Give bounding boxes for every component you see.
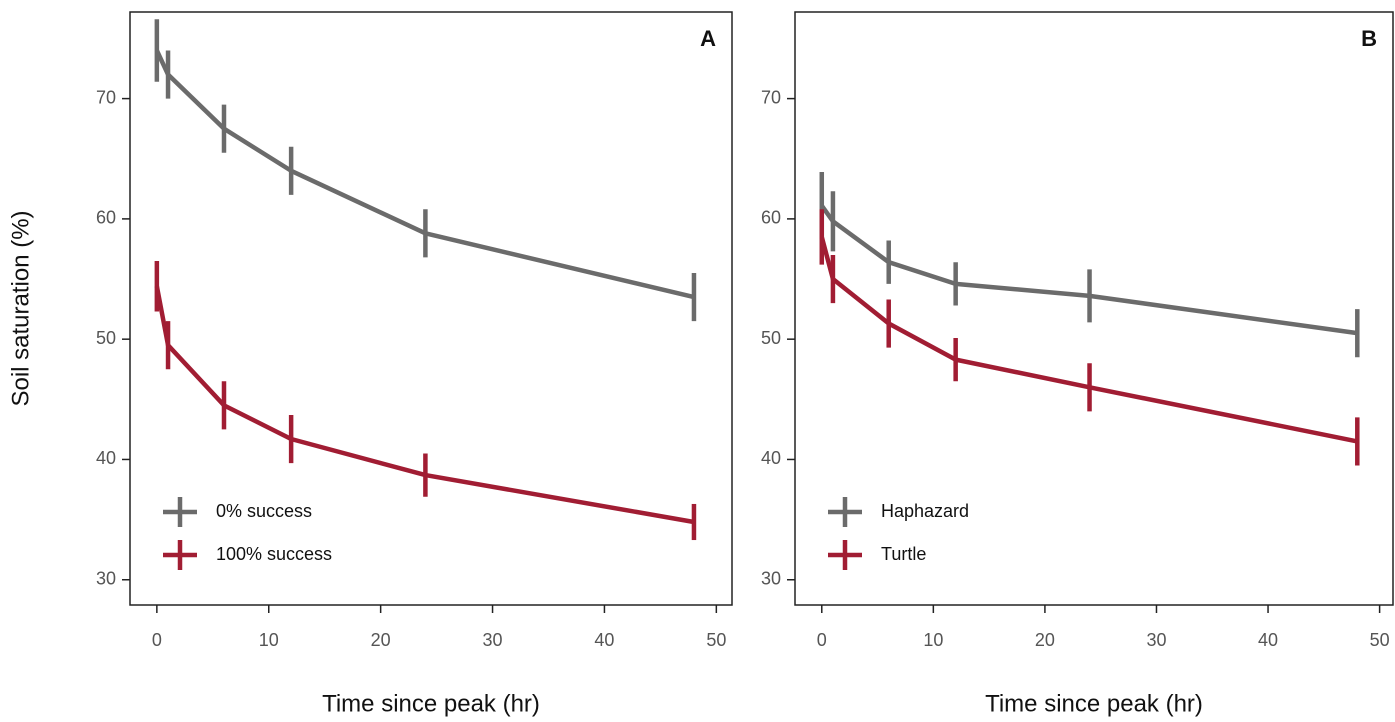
- panel-label: A: [700, 26, 716, 51]
- x-tick-label: 40: [1258, 630, 1278, 650]
- x-tick-label: 10: [923, 630, 943, 650]
- y-tick-label: 40: [761, 448, 781, 468]
- plot-frame: [129, 11, 733, 606]
- y-tick-label: 30: [96, 568, 116, 588]
- x-tick-label: 30: [1146, 630, 1166, 650]
- x-axis-label: Time since peak (hr): [985, 690, 1203, 717]
- y-tick-label: 50: [761, 328, 781, 348]
- y-tick-label: 50: [96, 328, 116, 348]
- plot-frame: [794, 11, 1394, 606]
- y-tick-label: 60: [96, 208, 116, 228]
- y-axis-label: Soil saturation (%): [7, 210, 34, 406]
- x-tick-label: 0: [817, 630, 827, 650]
- series-line: [154, 49, 695, 300]
- x-tick-label: 40: [594, 630, 614, 650]
- y-tick-label: 70: [761, 87, 781, 107]
- x-tick-label: 50: [706, 630, 726, 650]
- legend-label: Turtle: [881, 544, 926, 564]
- x-tick-label: 0: [152, 630, 162, 650]
- y-tick-label: 60: [761, 208, 781, 228]
- panel-label: B: [1361, 26, 1377, 51]
- y-tick-label: 40: [96, 448, 116, 468]
- legend-label: 100% success: [216, 544, 332, 564]
- y-tick-label: 70: [96, 87, 116, 107]
- x-tick-label: 20: [371, 630, 391, 650]
- x-tick-label: 50: [1370, 630, 1390, 650]
- legend-label: 0% success: [216, 501, 312, 521]
- x-tick-label: 30: [483, 630, 503, 650]
- x-axis-label: Time since peak (hr): [322, 690, 540, 717]
- x-tick-label: 10: [259, 630, 279, 650]
- y-tick-label: 30: [761, 568, 781, 588]
- x-tick-label: 20: [1035, 630, 1055, 650]
- legend-label: Haphazard: [881, 501, 969, 521]
